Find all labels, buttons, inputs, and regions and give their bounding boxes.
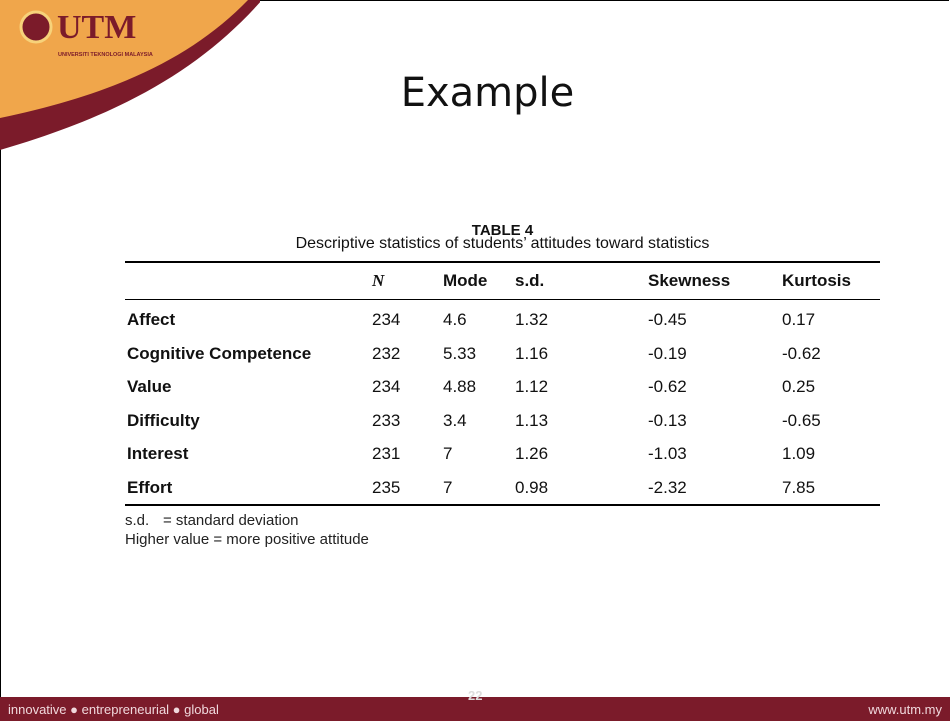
note: Higher value = more positive attitude bbox=[125, 531, 369, 548]
header-cell: Skewness bbox=[648, 271, 731, 290]
cell: 1.32 bbox=[515, 310, 549, 329]
cell: 232 bbox=[372, 343, 401, 363]
cell: 1.13 bbox=[515, 410, 549, 430]
logo-corner: UTM UNIVERSITI TEKNOLOGI MALAYSIA bbox=[0, 0, 260, 150]
logo-name: UTM bbox=[57, 9, 136, 46]
cell: -0.19 bbox=[648, 343, 687, 363]
cell: 1.26 bbox=[515, 444, 549, 463]
cell: 1.09 bbox=[782, 444, 816, 463]
cell: 0.17 bbox=[782, 310, 816, 329]
corner-swoosh bbox=[0, 0, 260, 150]
cell: -2.32 bbox=[648, 477, 687, 497]
cell: 7 bbox=[443, 477, 453, 497]
note: = standard deviation bbox=[163, 512, 299, 529]
footer-url: www.utm.my bbox=[868, 702, 942, 717]
row-label: Affect bbox=[127, 310, 176, 329]
cell: 233 bbox=[372, 410, 401, 430]
cell: -0.62 bbox=[782, 343, 821, 363]
cell: 234 bbox=[372, 310, 401, 329]
logo-subtitle: UNIVERSITI TEKNOLOGI MALAYSIA bbox=[58, 52, 153, 58]
cell: -0.65 bbox=[782, 410, 821, 430]
cell: 7.85 bbox=[782, 477, 816, 497]
cell: -0.62 bbox=[648, 377, 687, 396]
cell: 4.88 bbox=[443, 377, 477, 396]
footer-tagline: innovative ● entrepreneurial ● global bbox=[8, 702, 219, 717]
row-label: Cognitive Competence bbox=[127, 343, 312, 363]
cell: -0.45 bbox=[648, 310, 687, 329]
cell: 235 bbox=[372, 477, 401, 497]
row-label: Effort bbox=[127, 477, 173, 497]
cell: 5.33 bbox=[443, 343, 477, 363]
header-cell: s.d. bbox=[515, 271, 545, 290]
header-rule bbox=[125, 299, 880, 300]
page-number: 22 bbox=[468, 688, 483, 703]
header-cell: Kurtosis bbox=[782, 271, 851, 290]
cell: -1.03 bbox=[648, 444, 687, 463]
slide-title: Example bbox=[400, 70, 575, 116]
cell: 234 bbox=[372, 377, 401, 396]
cell: 1.12 bbox=[515, 377, 549, 396]
note: s.d. bbox=[125, 512, 150, 529]
corner-fill bbox=[0, 0, 250, 130]
header-cell: Mode bbox=[443, 271, 488, 290]
cell: 0.98 bbox=[515, 477, 549, 497]
bottom-rule bbox=[125, 504, 880, 506]
cell: -0.13 bbox=[648, 410, 687, 430]
top-rule bbox=[125, 261, 880, 263]
cell: 231 bbox=[372, 444, 401, 463]
header-cell: N bbox=[372, 271, 385, 290]
cell: 0.25 bbox=[782, 377, 816, 396]
logo-emblem bbox=[19, 10, 53, 44]
table-caption: TABLE 4 bbox=[471, 222, 534, 239]
row-label: Interest bbox=[127, 444, 189, 463]
footer-bar bbox=[0, 697, 950, 721]
table-subtitle: Descriptive statistics of students’ atti… bbox=[295, 235, 710, 252]
cell: 7 bbox=[443, 444, 453, 463]
cell: 4.6 bbox=[443, 310, 467, 329]
cell: 3.4 bbox=[443, 410, 467, 430]
cell: 1.16 bbox=[515, 343, 549, 363]
row-label: Value bbox=[127, 377, 172, 396]
row-label: Difficulty bbox=[127, 410, 200, 430]
